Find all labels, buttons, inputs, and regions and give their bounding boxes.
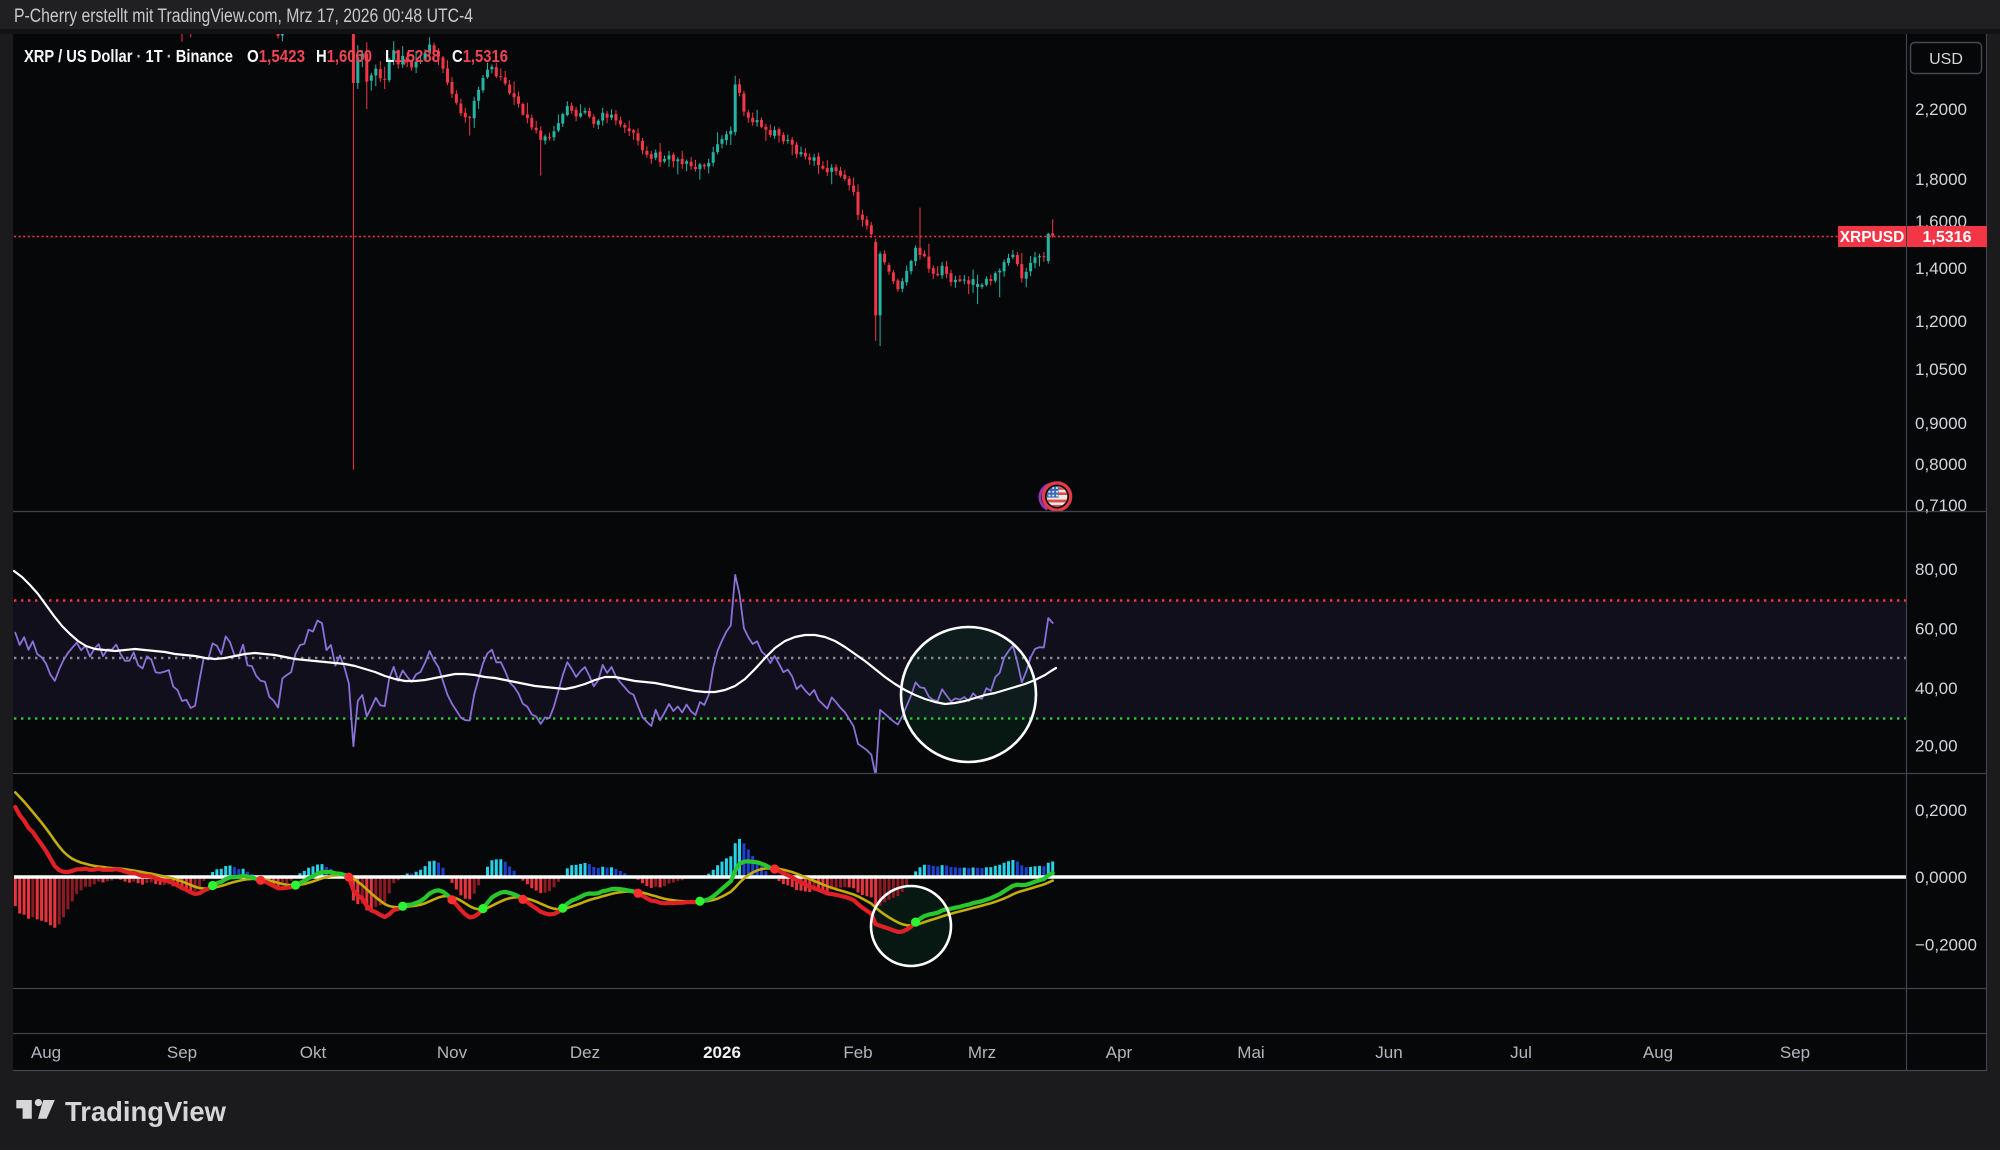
svg-text:1,8000: 1,8000 <box>1915 170 1967 189</box>
svg-text:1,4000: 1,4000 <box>1915 259 1967 278</box>
svg-text:Nov: Nov <box>437 1043 468 1062</box>
svg-text:Mrz: Mrz <box>968 1043 996 1062</box>
svg-text:−0,2000: −0,2000 <box>1915 936 1977 955</box>
svg-text:0,7100: 0,7100 <box>1915 496 1967 515</box>
svg-text:20,00: 20,00 <box>1915 737 1958 756</box>
svg-text:Sep: Sep <box>167 1043 197 1062</box>
svg-text:TradingView: TradingView <box>65 1096 226 1127</box>
svg-text:Dez: Dez <box>570 1043 600 1062</box>
svg-text:P-Cherry erstellt mit TradingV: P-Cherry erstellt mit TradingView.com, M… <box>14 6 473 27</box>
svg-text:Jul: Jul <box>1510 1043 1532 1062</box>
svg-text:80,00: 80,00 <box>1915 560 1958 579</box>
svg-text:Mai: Mai <box>1237 1043 1264 1062</box>
svg-text:1,0500: 1,0500 <box>1915 360 1967 379</box>
svg-text:O1,5423: O1,5423 <box>247 46 305 66</box>
svg-text:XRP / US Dollar · 1T · Binance: XRP / US Dollar · 1T · Binance <box>24 46 233 66</box>
svg-text:0,0000: 0,0000 <box>1915 868 1967 887</box>
svg-text:C1,5316: C1,5316 <box>452 46 508 66</box>
svg-text:Aug: Aug <box>31 1043 61 1062</box>
svg-text:Okt: Okt <box>300 1043 327 1062</box>
svg-text:60,00: 60,00 <box>1915 620 1958 639</box>
svg-text:1,5316: 1,5316 <box>1923 229 1972 246</box>
svg-text:0,2000: 0,2000 <box>1915 801 1967 820</box>
svg-text:Sep: Sep <box>1780 1043 1810 1062</box>
svg-text:2,2000: 2,2000 <box>1915 100 1967 119</box>
svg-text:2026: 2026 <box>703 1043 741 1062</box>
svg-text:USD: USD <box>1929 51 1963 68</box>
svg-text:H1,6060: H1,6060 <box>316 46 372 66</box>
svg-text:XRPUSD: XRPUSD <box>1840 229 1905 246</box>
svg-text:0,8000: 0,8000 <box>1915 455 1967 474</box>
svg-text:Jun: Jun <box>1375 1043 1402 1062</box>
svg-text:L1,5238: L1,5238 <box>385 46 440 66</box>
svg-text:Apr: Apr <box>1106 1043 1133 1062</box>
svg-text:Feb: Feb <box>843 1043 872 1062</box>
svg-text:40,00: 40,00 <box>1915 679 1958 698</box>
svg-text:0,9000: 0,9000 <box>1915 414 1967 433</box>
svg-text:Aug: Aug <box>1643 1043 1673 1062</box>
svg-text:1,2000: 1,2000 <box>1915 312 1967 331</box>
